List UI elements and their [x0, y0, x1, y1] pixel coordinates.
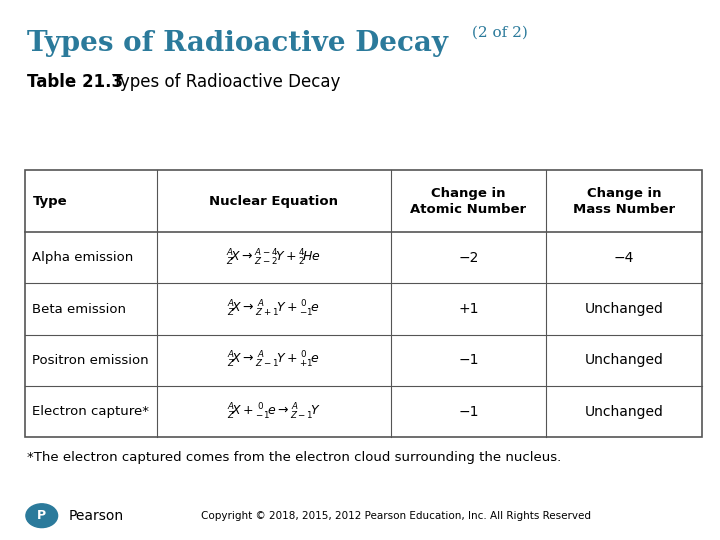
- Text: Types of Radioactive Decay: Types of Radioactive Decay: [107, 73, 340, 91]
- Text: $^A_Z\!X + ^{\,0}_{-1}\!e \rightarrow ^{\,A}_{Z-1}\!Y$: $^A_Z\!X + ^{\,0}_{-1}\!e \rightarrow ^{…: [227, 402, 321, 422]
- Text: $^A_Z\!X \rightarrow ^{A-4}_{Z-2}\!Y + ^4_2\!He$: $^A_Z\!X \rightarrow ^{A-4}_{Z-2}\!Y + ^…: [227, 248, 321, 268]
- Text: Type: Type: [32, 194, 67, 208]
- Text: Electron capture*: Electron capture*: [32, 405, 150, 418]
- Text: $^A_Z\!X \rightarrow ^{\,A}_{Z+1}\!Y + ^{\,0}_{-1}\!e$: $^A_Z\!X \rightarrow ^{\,A}_{Z+1}\!Y + ^…: [228, 299, 320, 319]
- Text: Nuclear Equation: Nuclear Equation: [210, 194, 338, 208]
- Text: Positron emission: Positron emission: [32, 354, 149, 367]
- Text: −4: −4: [614, 251, 634, 265]
- Text: Alpha emission: Alpha emission: [32, 251, 134, 265]
- Text: P: P: [37, 509, 46, 522]
- Bar: [25, 170, 702, 437]
- Text: +1: +1: [458, 302, 479, 316]
- Text: Pearson: Pearson: [68, 509, 124, 523]
- Text: Copyright © 2018, 2015, 2012 Pearson Education, Inc. All Rights Reserved: Copyright © 2018, 2015, 2012 Pearson Edu…: [201, 511, 591, 521]
- Text: *The electron captured comes from the electron cloud surrounding the nucleus.: *The electron captured comes from the el…: [27, 451, 562, 464]
- Text: Unchanged: Unchanged: [585, 405, 664, 418]
- Text: Change in
Atomic Number: Change in Atomic Number: [410, 187, 526, 215]
- Text: Table 21.3: Table 21.3: [27, 73, 124, 91]
- Text: Unchanged: Unchanged: [585, 354, 664, 367]
- Text: −1: −1: [458, 354, 479, 367]
- Text: (2 of 2): (2 of 2): [467, 26, 528, 40]
- Text: Beta emission: Beta emission: [32, 302, 127, 316]
- Text: Types of Radioactive Decay: Types of Radioactive Decay: [27, 30, 449, 57]
- Text: Change in
Mass Number: Change in Mass Number: [573, 187, 675, 215]
- Text: $^A_Z\!X \rightarrow ^{\,A}_{Z-1}\!Y + ^{\,0}_{+1}\!e$: $^A_Z\!X \rightarrow ^{\,A}_{Z-1}\!Y + ^…: [228, 350, 320, 370]
- Text: −1: −1: [458, 405, 479, 418]
- Circle shape: [26, 504, 58, 528]
- Text: Unchanged: Unchanged: [585, 302, 664, 316]
- Text: −2: −2: [459, 251, 479, 265]
